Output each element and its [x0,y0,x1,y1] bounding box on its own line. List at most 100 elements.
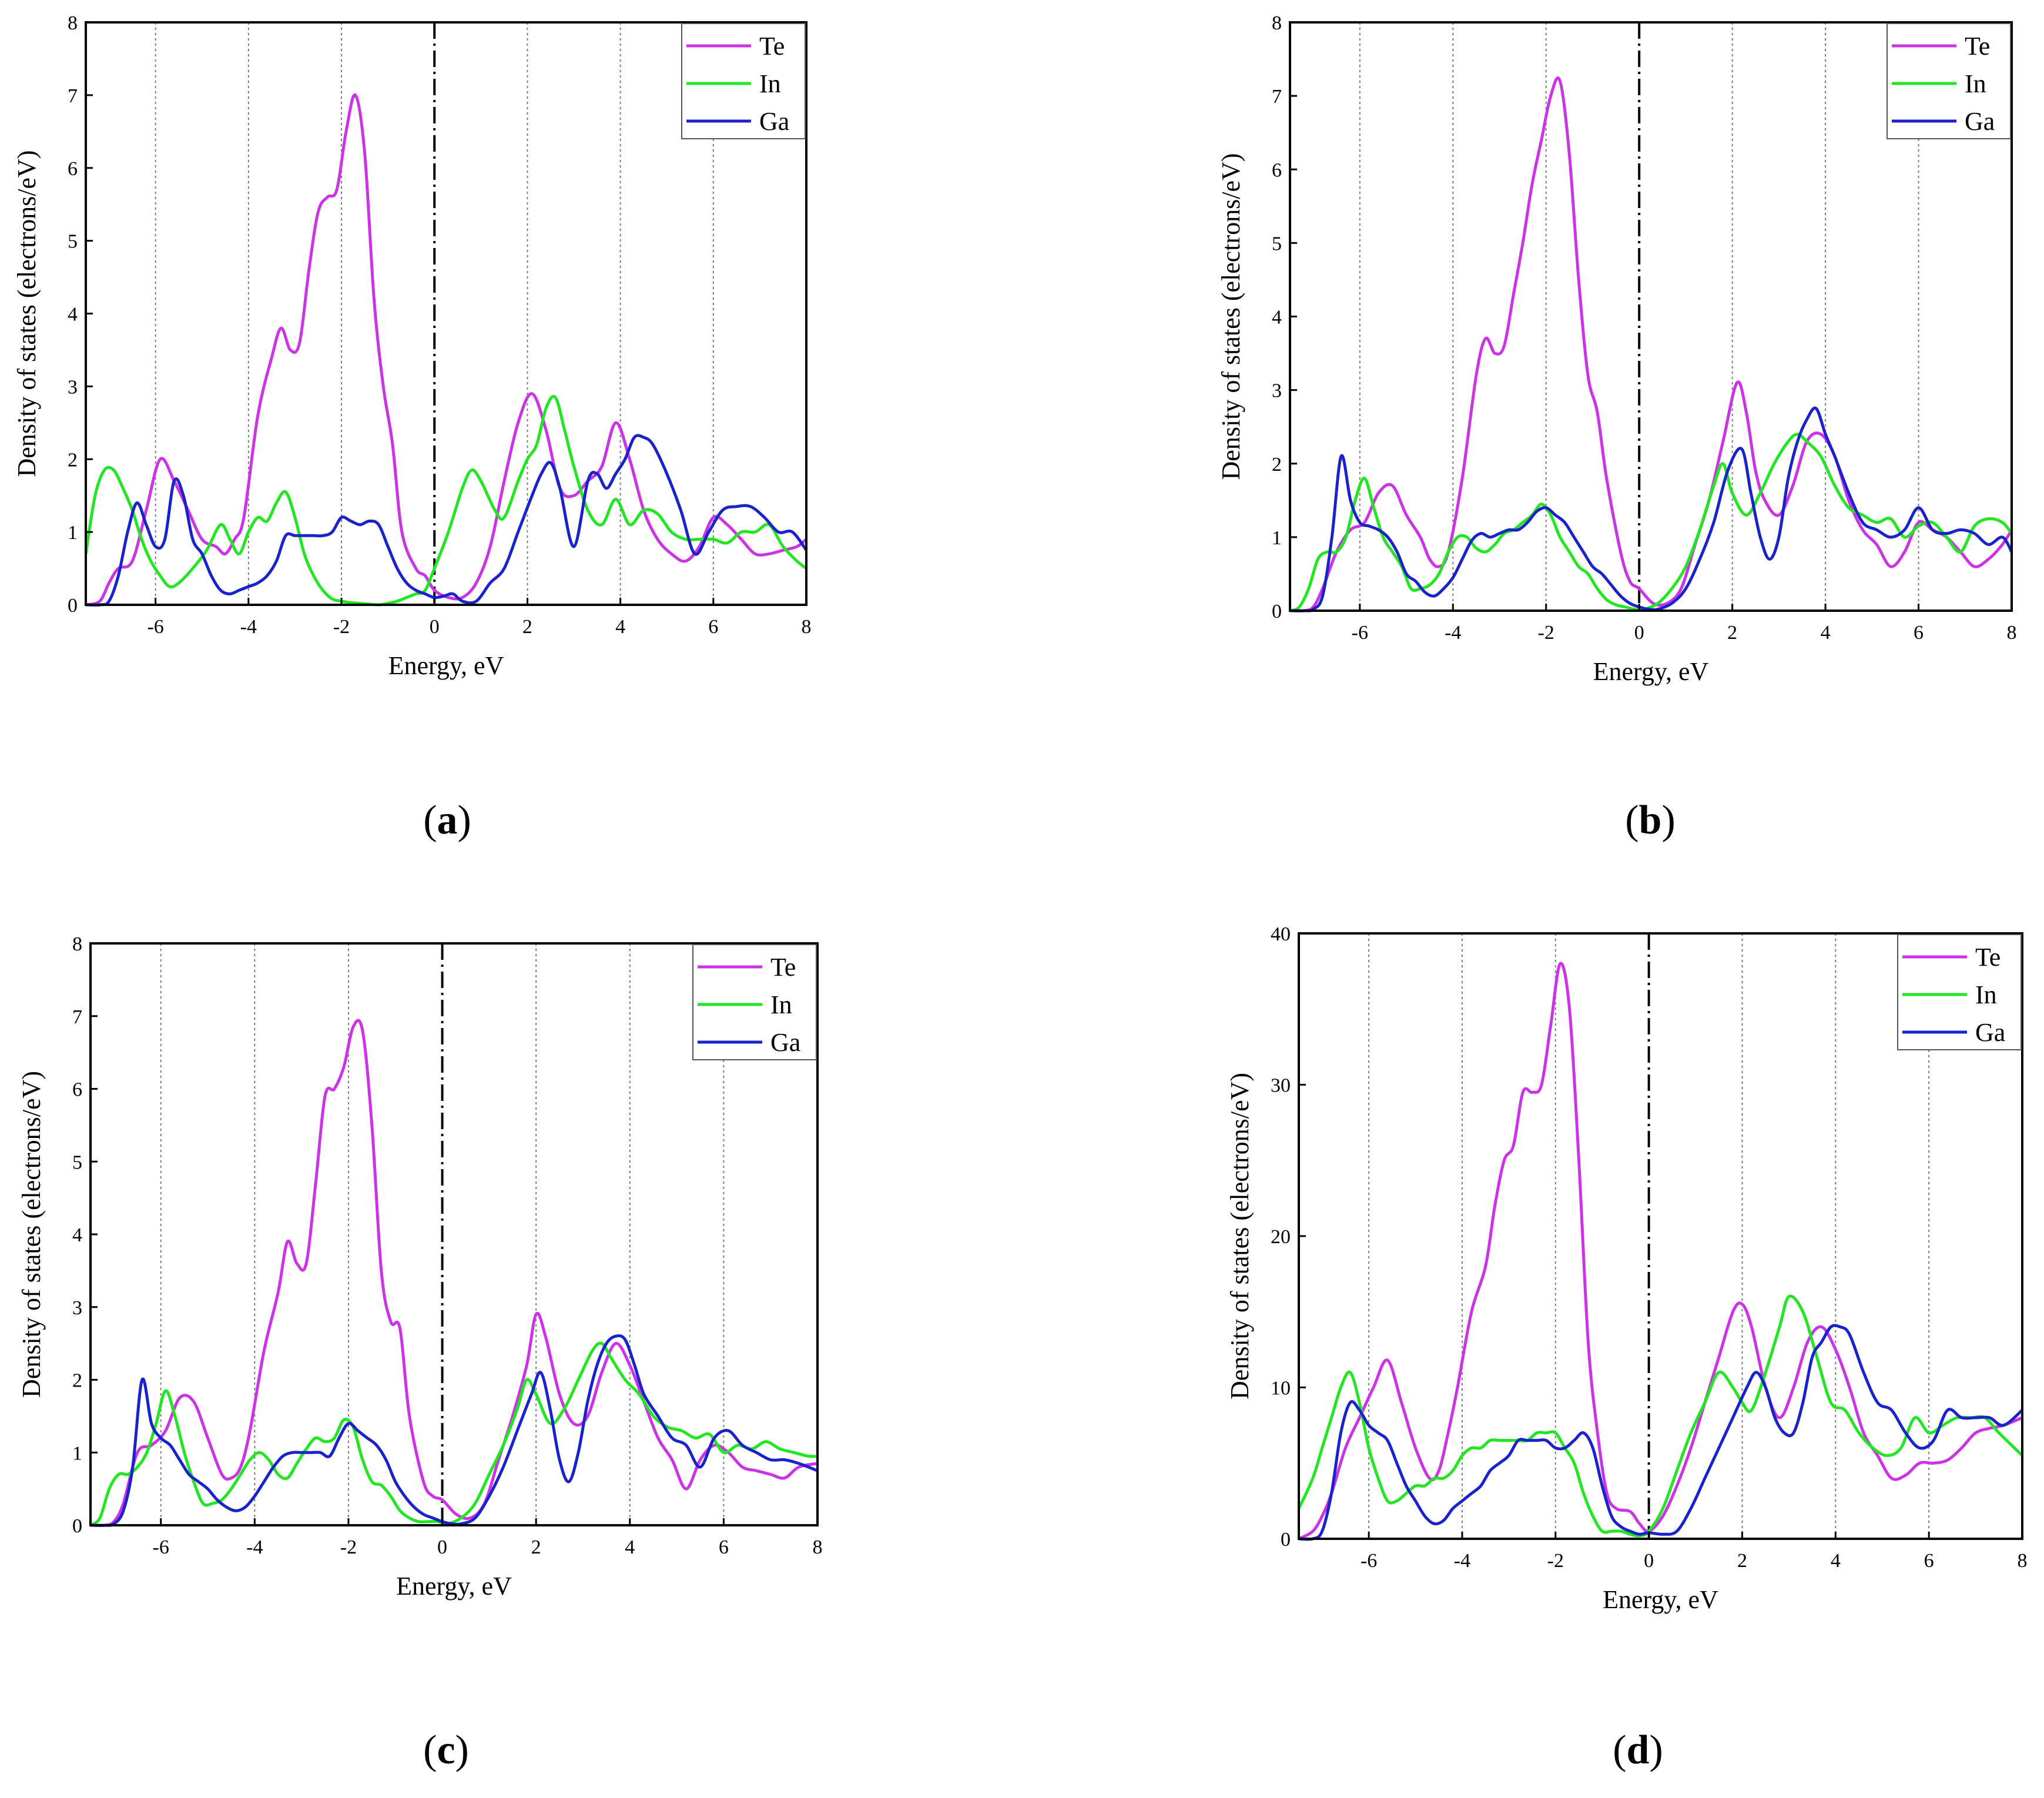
legend: Te In Ga [692,944,817,1060]
x-tick-label: 8 [813,1536,823,1558]
chart-panel-c: -6 -4 -2 0 2 4 6 8 0 1 2 3 4 5 6 7 8 Energy, eV Density of… [17,933,823,1773]
chart-panel-b: -6 -4 -2 0 2 4 6 8 0 1 2 3 4 5 6 7 8 Energy, eV Density of… [1217,12,2017,843]
y-tick-label: 6 [72,1079,82,1101]
legend-label-ga: Ga [1965,107,1995,136]
legend-label-te: Te [759,32,785,61]
series-line-in [89,1341,818,1527]
legend-label-ga: Ga [770,1028,800,1057]
legend-box [681,23,806,139]
panel-caption: (b) [1625,798,1676,843]
series-line-in [1289,433,2013,612]
x-tick-label: 4 [1831,1550,1841,1572]
legend-label-in: In [759,69,781,98]
y-tick-label: 2 [68,449,78,471]
y-axis-title: Density of states (electrons/eV) [12,150,41,477]
legend-box [1897,934,2022,1050]
legend-label-te: Te [1975,943,2001,972]
y-tick-label: 20 [1271,1226,1291,1248]
x-tick-label: 4 [625,1536,635,1558]
series-line-ga [90,1334,818,1527]
series-line-in [84,394,807,607]
x-tick-label: 8 [2007,622,2017,644]
legend: Te In Ga [681,23,806,139]
y-tick-label: 7 [68,85,78,107]
x-tick-label: -2 [1538,622,1554,644]
x-tick-label: 6 [719,1536,729,1558]
series-line-ga [85,434,808,607]
legend-label-ga: Ga [1975,1018,2005,1047]
y-tick-label: 2 [1272,454,1282,476]
series-line-ga [1289,406,2013,612]
legend-label-te: Te [770,953,796,982]
x-tick-label: 6 [708,616,718,638]
x-tick-label: -4 [1445,622,1461,644]
x-tick-label: -6 [153,1536,169,1558]
x-tick-label: 6 [1924,1550,1934,1572]
y-tick-label: 6 [68,158,78,180]
x-tick-label: -6 [1352,622,1368,644]
y-tick-label: 3 [68,376,78,398]
series-line-te [85,93,807,607]
legend-label-te: Te [1965,32,1990,61]
y-tick-label: 10 [1271,1378,1291,1399]
x-tick-label: -2 [340,1536,357,1558]
x-tick-label: 2 [1737,1550,1747,1572]
y-tick-label: 30 [1271,1075,1291,1097]
legend: Te In Ga [1897,934,2022,1050]
x-axis-title: Energy, eV [1603,1585,1718,1614]
chart-panel-d: -6 -4 -2 0 2 4 6 8 0 10 20 30 40 Energy, eV Density of… [1225,923,2028,1773]
legend-label-in: In [1975,980,1997,1009]
x-tick-label: 2 [522,616,532,638]
x-tick-label: -6 [1361,1550,1377,1572]
y-tick-label: 4 [68,304,78,326]
y-tick-label: 8 [1272,12,1282,34]
legend-box [692,944,817,1060]
legend-box [1886,23,2011,139]
y-tick-label: 0 [68,595,78,617]
series-line-in [1297,1294,2023,1538]
y-tick-label: 4 [1272,307,1282,329]
y-tick-label: 0 [1272,601,1282,622]
legend-label-in: In [1965,69,1986,98]
y-tick-label: 40 [1271,923,1291,945]
series-line-te [1289,76,2013,612]
x-tick-label: -2 [1547,1550,1564,1572]
y-tick-label: 1 [68,522,78,544]
y-tick-label: 7 [1272,86,1282,108]
x-tick-label: 8 [2018,1550,2028,1572]
y-tick-label: 3 [1272,380,1282,402]
panel-caption: (d) [1613,1727,1663,1773]
y-tick-label: 0 [1281,1529,1291,1551]
x-tick-label: 0 [430,616,440,638]
x-tick-label: 2 [531,1536,541,1558]
y-tick-label: 8 [72,933,82,955]
y-tick-label: 0 [72,1515,82,1537]
x-tick-label: -2 [333,616,350,638]
legend-label-ga: Ga [759,107,789,136]
y-tick-label: 1 [1272,527,1282,549]
x-tick-label: -4 [240,616,257,638]
chart-panel-a: -6 -4 -2 0 2 4 6 8 0 1 2 3 4 5 6 7 8 Energy, eV Density of… [12,12,812,843]
x-tick-label: 0 [1634,622,1644,644]
x-tick-label: 2 [1727,622,1737,644]
y-tick-label: 8 [68,12,78,34]
x-tick-label: -6 [147,616,163,638]
y-tick-label: 5 [68,231,78,253]
x-tick-label: 8 [802,616,812,638]
x-tick-label: -4 [1454,1550,1470,1572]
y-axis-title: Density of states (electrons/eV) [1225,1073,1254,1399]
y-tick-label: 4 [72,1224,82,1246]
y-tick-label: 1 [72,1442,82,1464]
x-tick-label: 4 [1821,622,1831,644]
x-axis-title: Energy, eV [388,651,504,680]
panel-caption: (c) [423,1727,469,1773]
y-tick-label: 3 [72,1297,82,1319]
y-tick-label: 2 [72,1370,82,1392]
x-tick-label: 4 [615,616,625,638]
panel-caption: (a) [423,798,471,843]
legend: Te In Ga [1886,23,2011,139]
y-tick-label: 7 [72,1006,82,1028]
legend-label-in: In [770,990,792,1019]
x-tick-label: 6 [1914,622,1924,644]
